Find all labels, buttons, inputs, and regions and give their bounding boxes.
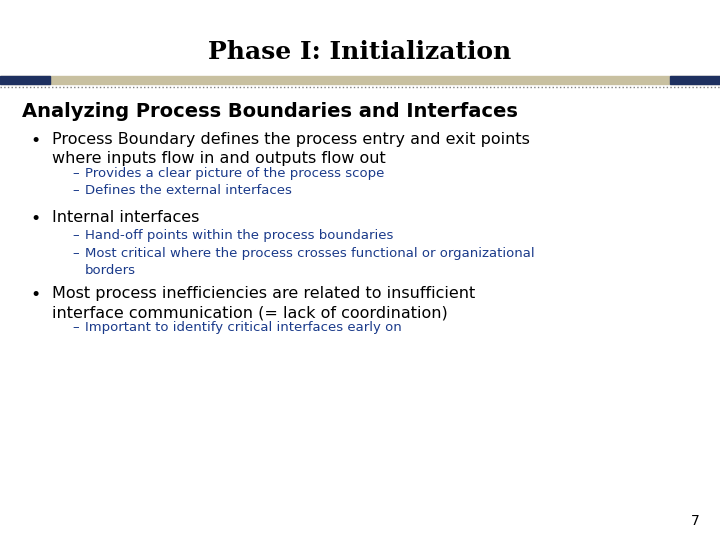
Text: •: • bbox=[30, 210, 40, 228]
Bar bbox=[0, 76, 720, 84]
Text: Most critical where the process crosses functional or organizational
borders: Most critical where the process crosses … bbox=[85, 247, 535, 276]
Text: –: – bbox=[72, 230, 78, 242]
Text: –: – bbox=[72, 321, 78, 334]
Text: Phase I: Initialization: Phase I: Initialization bbox=[208, 40, 512, 64]
Text: Process Boundary defines the process entry and exit points
where inputs flow in : Process Boundary defines the process ent… bbox=[52, 132, 530, 166]
Bar bbox=[670, 76, 720, 84]
Text: •: • bbox=[30, 286, 40, 304]
Text: –: – bbox=[72, 185, 78, 198]
Bar bbox=[0, 76, 50, 84]
Text: Most process inefficiencies are related to insufficient
interface communication : Most process inefficiencies are related … bbox=[52, 286, 475, 320]
Text: Analyzing Process Boundaries and Interfaces: Analyzing Process Boundaries and Interfa… bbox=[22, 102, 518, 121]
Text: –: – bbox=[72, 247, 78, 260]
Text: 7: 7 bbox=[691, 514, 700, 528]
Text: •: • bbox=[30, 132, 40, 150]
Text: –: – bbox=[72, 167, 78, 180]
Text: Hand-off points within the process boundaries: Hand-off points within the process bound… bbox=[85, 230, 393, 242]
Text: Internal interfaces: Internal interfaces bbox=[52, 210, 199, 225]
Text: Provides a clear picture of the process scope: Provides a clear picture of the process … bbox=[85, 167, 384, 180]
Text: Important to identify critical interfaces early on: Important to identify critical interface… bbox=[85, 321, 402, 334]
Text: Defines the external interfaces: Defines the external interfaces bbox=[85, 185, 292, 198]
